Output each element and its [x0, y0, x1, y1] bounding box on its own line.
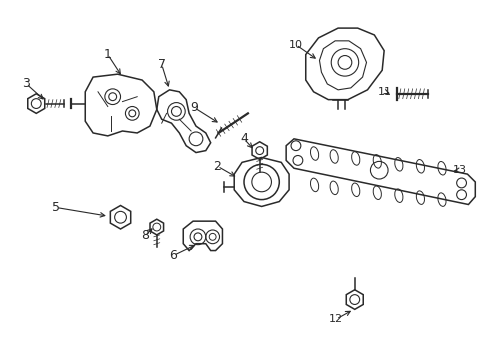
Text: 7: 7 [157, 58, 165, 71]
Text: 13: 13 [452, 165, 466, 175]
Text: 6: 6 [169, 249, 177, 262]
Text: 12: 12 [328, 314, 343, 324]
Text: 1: 1 [103, 48, 111, 61]
Text: 10: 10 [288, 40, 303, 50]
Text: 4: 4 [240, 132, 247, 145]
Text: 3: 3 [22, 77, 30, 90]
Text: 9: 9 [190, 101, 198, 114]
Text: 5: 5 [52, 201, 60, 214]
Text: 8: 8 [141, 229, 149, 242]
Text: 2: 2 [213, 160, 221, 173]
Text: 11: 11 [377, 87, 391, 97]
